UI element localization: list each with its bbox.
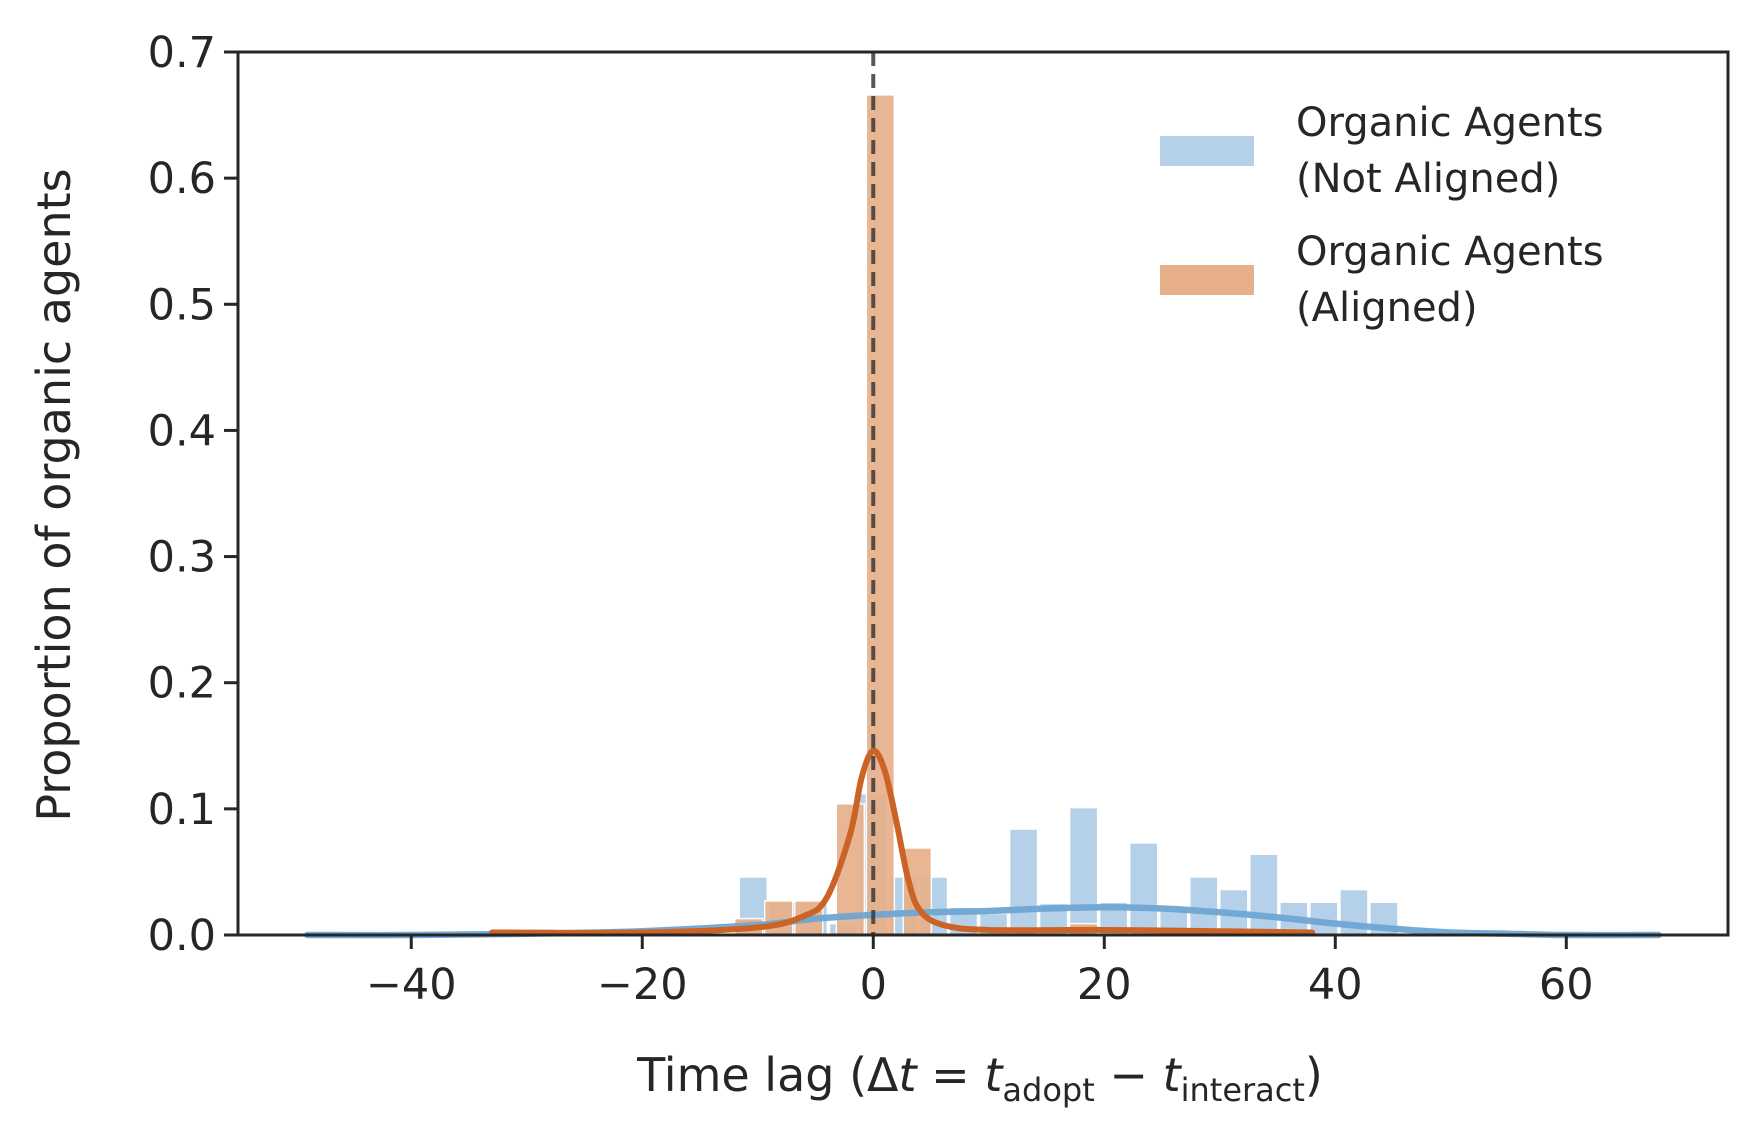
bars-layer <box>491 94 1399 936</box>
x-tick-label: 20 <box>1077 960 1132 1010</box>
plot-frame <box>236 50 1730 937</box>
y-axis-label: Proportion of organic agents <box>27 168 81 821</box>
legend-label-series2: (Aligned) <box>1296 285 1478 331</box>
y-tick-label: 0.3 <box>148 533 216 583</box>
x-axis-label: Time lag (Δt = tadopt − tinteract) <box>636 1048 1323 1109</box>
bar-series1-15 <box>1128 842 1159 936</box>
legend-swatch-series1 <box>1160 136 1254 166</box>
y-tick-label: 0.7 <box>148 28 216 78</box>
legend-swatch-series2 <box>1160 265 1254 295</box>
y-tick-label: 0.5 <box>148 280 216 330</box>
legend-label-series1: (Not Aligned) <box>1296 156 1560 202</box>
bar-series2-6 <box>902 847 933 936</box>
x-axis-ticks: −40 −20 0 20 40 60 <box>366 935 1594 1010</box>
legend: Organic Agents (Not Aligned) Organic Agen… <box>1160 100 1604 331</box>
y-tick-label: 0.2 <box>148 659 216 709</box>
x-tick-label: −20 <box>597 960 688 1010</box>
bar-series2-2 <box>763 900 794 936</box>
x-tick-label: 40 <box>1308 960 1363 1010</box>
legend-label-series1: Organic Agents <box>1296 100 1604 146</box>
x-tick-label: 60 <box>1539 960 1594 1010</box>
y-axis-ticks: 0.0 0.1 0.2 0.3 0.4 0.5 0.6 0.7 <box>148 28 238 961</box>
y-tick-label: 0.4 <box>148 406 216 456</box>
legend-label-series2: Organic Agents <box>1296 229 1604 275</box>
kde-line-series2 <box>489 747 1316 936</box>
bar-series1-17 <box>1189 876 1219 936</box>
bar-series1-13 <box>1068 806 1099 936</box>
x-tick-label: −40 <box>366 960 457 1010</box>
y-tick-label: 0.0 <box>148 911 216 961</box>
bar-series2-5 <box>865 94 896 936</box>
x-tick-label: 0 <box>860 960 887 1010</box>
kde-layer <box>304 747 1662 939</box>
bar-series1-11 <box>1008 828 1039 936</box>
y-tick-label: 0.1 <box>148 785 216 835</box>
y-tick-label: 0.6 <box>148 154 216 204</box>
bar-series1-19 <box>1249 853 1279 936</box>
